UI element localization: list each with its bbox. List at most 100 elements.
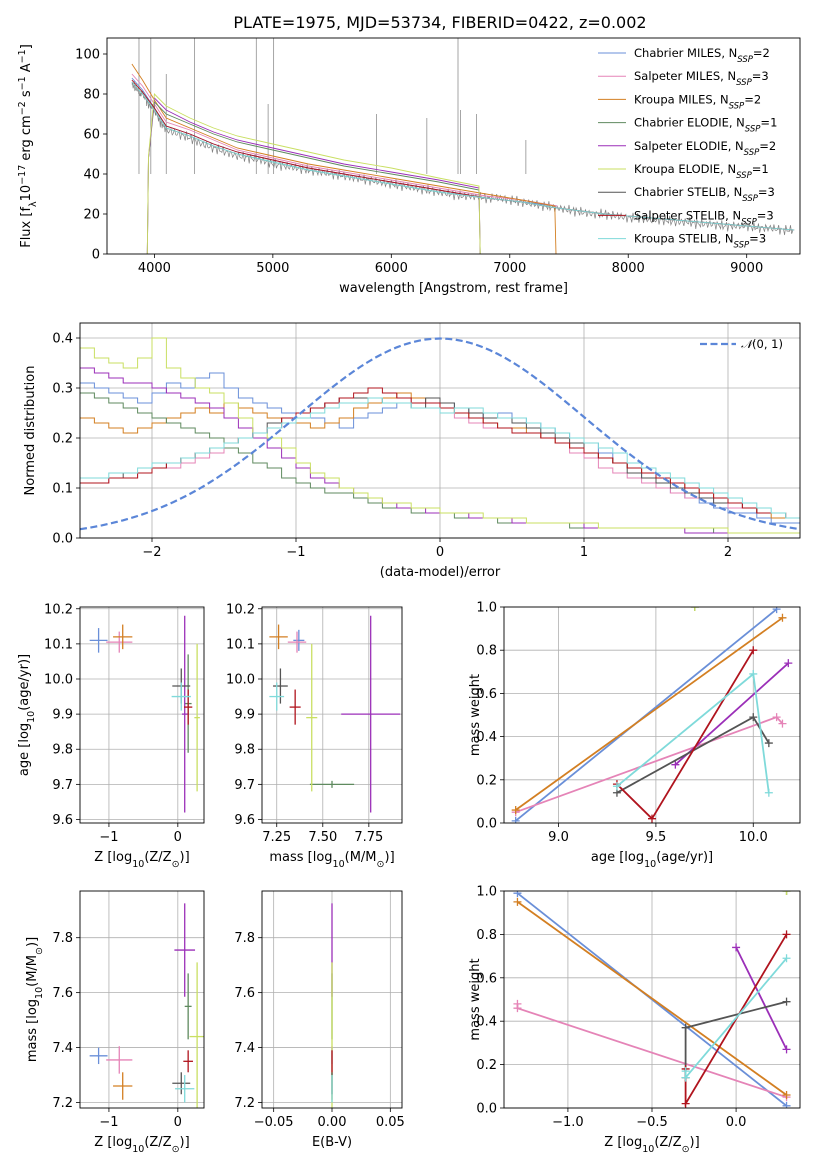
histogram-kroupa-elodie	[80, 337, 800, 534]
spectrum-panel: 4000 5000 6000 7000 8000 9000 0 20 40 60 80 100 wave…	[17, 37, 801, 296]
y-tick-label: 0.3	[52, 382, 73, 397]
weight-marker	[772, 607, 781, 614]
x-tick-label: 4000	[138, 261, 171, 276]
x-axis-label-part: age [log	[591, 850, 644, 865]
errorbar-chabrier-elodie	[184, 973, 192, 1040]
y-axis-label-part: erg cm	[19, 115, 34, 164]
x-axis-label: wavelength [Angstrom, rest frame]	[339, 281, 568, 296]
errorbar-points	[89, 615, 200, 813]
y-tick-label: 0.0	[52, 532, 73, 547]
x-axis-label-part: Z [log	[94, 1135, 132, 1150]
y-axis-label-part: (age/yr)]	[17, 654, 32, 711]
y-tick-label: 10.1	[44, 637, 73, 652]
errorbar-chabrier-stelib	[273, 668, 288, 704]
y-tick-label: 7.2	[52, 1096, 73, 1111]
weight-marker	[772, 713, 781, 722]
weight-marker	[749, 646, 758, 655]
y-tick-label: 0.2	[476, 1058, 497, 1073]
x-tick-label: 0	[174, 1115, 182, 1130]
weight-marker	[749, 713, 758, 722]
legend-entry: Kroupa ELODIE, NSSP=1	[634, 162, 769, 181]
y-tick-label: 0.6	[476, 687, 497, 702]
legend-entry-nssp-sub: SSP	[736, 171, 752, 181]
weight-marker	[690, 607, 699, 611]
y-tick-label: 40	[83, 168, 100, 183]
y-tick-label: 10.0	[226, 673, 255, 688]
y-axis-label-part: 10	[34, 987, 45, 999]
weight-marker	[764, 788, 773, 797]
y-axis-label-part: −1	[17, 49, 28, 63]
x-tick-label: 0	[436, 545, 444, 560]
figure-title: PLATE=1975, MJD=53734, FIBERID=0422, z=0…	[233, 13, 646, 32]
weight-marker	[782, 1045, 791, 1054]
errorbar-salpeter-miles	[287, 631, 307, 653]
y-axis-label: mass weight	[468, 958, 483, 1040]
legend-entry-name: Kroupa ELODIE	[634, 162, 720, 176]
weight-series-salpeter-miles	[513, 999, 791, 1102]
x-axis-label-part: (Z/Z	[654, 1135, 681, 1150]
y-tick-label: 10.2	[44, 602, 73, 617]
mass-vs-extinction-panel: −0.05 0.00 0.05 7.2 7.4 7.6 7.8 E(B-V)	[234, 890, 405, 1150]
x-tick-label: −0.5	[636, 1115, 668, 1130]
legend-entry-equals: =	[758, 185, 768, 199]
legend-entry-nssp-sub: SSP	[729, 101, 745, 111]
y-tick-label: 9.9	[52, 708, 73, 723]
weight-marker	[671, 760, 680, 769]
y-tick-label: 7.6	[52, 986, 73, 1001]
legend-entry-nssp-value: 1	[761, 162, 768, 176]
y-axis-label: mass [log10(M/M⊙)]	[25, 937, 45, 1062]
legend-entry: Chabrier MILES, NSSP=2	[634, 46, 770, 65]
axes-frame	[261, 606, 403, 824]
legend-entry: 𝒩(0, 1)	[741, 337, 783, 351]
legend-entry-equals: =	[744, 92, 754, 106]
y-tick-label: 9.8	[234, 743, 255, 758]
axes-frame	[503, 606, 801, 824]
y-axis-label: age [log10(age/yr)]	[17, 654, 37, 776]
age-vs-mass-panel: 7.25 7.50 7.75 9.6 9.7 9.8 9.9 10.0 10.1 10.2 mass…	[226, 602, 403, 870]
errorbar-kroupa-stelib	[171, 682, 191, 711]
mass-weight-vs-age-panel: 9.0 9.5 10.0 0.0 0.2 0.4 0.6 0.8 1.0 age [log10(a…	[468, 601, 801, 870]
weight-marker	[784, 659, 793, 668]
residual-histogram-panel: −2 −1 0 1 2 0.0 0.1 0.2 0.3 0.4 (data-model)/error…	[23, 322, 801, 580]
y-tick-label: 9.7	[234, 778, 255, 793]
errorbar-chabrier-stelib	[172, 1072, 191, 1095]
errorbar-kroupa-miles	[113, 1072, 133, 1100]
legend-entry: Chabrier STELIB, NSSP=3	[634, 185, 775, 204]
legend-entry-nssp-label: , N	[713, 92, 729, 106]
weight-series-kroupa-stelib	[681, 954, 791, 1082]
weight-lines	[513, 891, 791, 1108]
axes-frame	[79, 890, 205, 1109]
y-axis-label-part: Flux [f	[19, 207, 34, 248]
weight-marker	[782, 1101, 791, 1108]
y-axis-label-part: ]	[19, 44, 34, 49]
weight-line	[516, 901, 788, 1096]
x-axis-label: (data-model)/error	[380, 565, 501, 580]
y-axis-label: mass weight	[468, 674, 483, 756]
y-tick-label: 0.4	[476, 1015, 497, 1030]
weight-marker	[513, 897, 522, 906]
y-tick-label: 0	[92, 248, 100, 263]
legend-entry-nssp-label: , N	[721, 46, 737, 60]
y-tick-label: 7.4	[234, 1041, 255, 1056]
y-tick-label: 0.8	[476, 928, 497, 943]
y-tick-label: 10.2	[226, 602, 255, 617]
errorbar-salpeter-miles	[106, 631, 133, 653]
weight-marker	[778, 719, 787, 728]
weight-marker	[648, 814, 656, 823]
x-tick-label: 0	[174, 830, 182, 845]
y-tick-label: 9.7	[52, 778, 73, 793]
legend-entry-nssp-sub: SSP	[734, 241, 750, 251]
errorbar-salpeter-elodie	[174, 903, 196, 997]
errorbar-chabrier-miles	[89, 1047, 108, 1065]
legend-entry-nssp-value: 3	[766, 208, 773, 222]
errorbar-kroupa-miles	[113, 624, 133, 650]
y-tick-label: 0.4	[52, 332, 73, 347]
errorbar-salpeter-stelib	[289, 689, 301, 725]
legend-entry-nssp-sub: SSP	[736, 78, 752, 88]
legend-entry-equals: =	[752, 162, 762, 176]
histogram-steps	[80, 337, 800, 534]
legend-entry-name: Salpeter STELIB	[634, 208, 725, 222]
x-axis-label: mass [log10(M/M⊙)]	[269, 850, 394, 870]
errorbar-points	[269, 615, 401, 813]
